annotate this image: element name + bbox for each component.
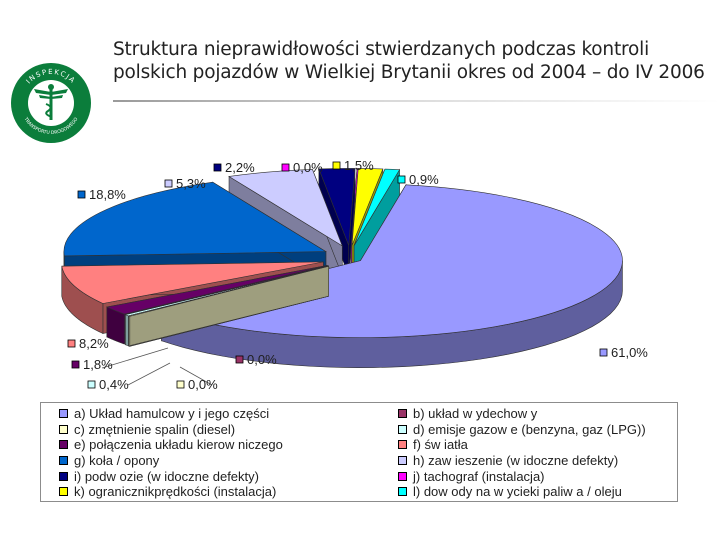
legend-item-f: f) św iatła xyxy=(398,437,677,453)
legend-label-d: d) emisje gazow e (benzyna, gaz (LPG)) xyxy=(413,421,646,437)
legend-swatch-h xyxy=(398,456,407,466)
pie-chart: 61,0% 0,0% 0,0% 0,4% 1,8% 8,2% 18,8% 5,3% 2,2% 0,… xyxy=(61,158,648,392)
legend-item-j: j) tachograf (instalacja) xyxy=(398,468,677,484)
legend-item-d: d) emisje gazow e (benzyna, gaz (LPG)) xyxy=(398,422,677,438)
legend-swatch-l xyxy=(398,487,407,497)
legend-label-a: a) Układ hamulcow y i jego części xyxy=(74,406,270,422)
data-label-g: 18,8% xyxy=(89,187,126,202)
legend-item-h: h) zaw ieszenie (w idoczne defekty) xyxy=(398,453,677,469)
data-label-j: 0,0% xyxy=(293,160,323,175)
legend-label-k: k) ogranicznikprędkości (instalacja) xyxy=(74,484,277,500)
pie-slice-c xyxy=(127,265,329,347)
data-label-c: 0,0% xyxy=(188,377,218,392)
data-label-swatch-f xyxy=(67,339,76,348)
legend-label-b: b) układ w ydechow y xyxy=(413,406,538,422)
data-label-swatch-h xyxy=(164,179,173,188)
legend-swatch-i xyxy=(59,471,68,481)
legend-item-l: l) dow ody na w ycieki paliw a / oleju xyxy=(398,484,677,500)
legend-label-i: i) podw ozie (w idoczne defekty) xyxy=(74,468,259,484)
legend-item-c: c) zmętnienie spalin (diesel) xyxy=(59,422,398,438)
legend-item-i: i) podw ozie (w idoczne defekty) xyxy=(59,468,398,484)
data-label-k: 1,5% xyxy=(344,158,374,173)
legend-swatch-c xyxy=(59,424,68,434)
title-divider xyxy=(113,100,720,102)
legend-swatch-e xyxy=(59,440,68,450)
data-label-swatch-k xyxy=(332,161,341,170)
data-label-e: 1,8% xyxy=(83,357,113,372)
data-label-swatch-l xyxy=(397,175,406,184)
chart-legend: a) Układ hamulcow y i jego części b) ukła… xyxy=(40,402,678,502)
leader-line-c xyxy=(179,366,213,386)
data-label-a: 61,0% xyxy=(611,345,648,360)
legend-label-j: j) tachograf (instalacja) xyxy=(413,468,545,484)
data-label-swatch-e xyxy=(71,360,80,369)
data-label-f: 8,2% xyxy=(79,336,109,351)
data-label-swatch-c xyxy=(176,380,185,389)
legend-swatch-f xyxy=(398,440,407,450)
legend-swatch-b xyxy=(398,409,407,419)
leader-line-d xyxy=(127,362,171,386)
leader-line-e xyxy=(101,347,169,369)
data-label-swatch-i xyxy=(213,163,222,172)
legend-item-k: k) ogranicznikprędkości (instalacja) xyxy=(59,484,398,500)
data-label-swatch-g xyxy=(77,190,86,199)
data-label-l: 0,9% xyxy=(409,172,439,187)
data-label-d: 0,4% xyxy=(99,377,129,392)
data-label-h: 5,3% xyxy=(176,176,206,191)
legend-label-c: c) zmętnienie spalin (diesel) xyxy=(74,421,236,437)
legend-label-g: g) koła / opony xyxy=(74,453,160,469)
data-label-swatch-a xyxy=(599,348,608,357)
data-label-swatch-d xyxy=(87,380,96,389)
legend-label-l: l) dow ody na w ycieki paliw a / oleju xyxy=(413,484,622,500)
legend-label-h: h) zaw ieszenie (w idoczne defekty) xyxy=(413,453,619,469)
data-label-i: 2,2% xyxy=(225,160,255,175)
legend-label-f: f) św iatła xyxy=(413,437,468,453)
data-label-b: 0,0% xyxy=(247,352,277,367)
data-label-swatch-b xyxy=(235,355,244,364)
legend-item-a: a) Układ hamulcow y i jego części xyxy=(59,406,398,422)
legend-label-e: e) połączenia układu kierow niczego xyxy=(74,437,283,453)
legend-swatch-d xyxy=(398,424,407,434)
legend-swatch-k xyxy=(59,487,68,497)
legend-item-e: e) połączenia układu kierow niczego xyxy=(59,437,398,453)
legend-item-b: b) układ w ydechow y xyxy=(398,406,677,422)
legend-swatch-j xyxy=(398,471,407,481)
legend-swatch-g xyxy=(59,456,68,466)
page-title: Struktura nieprawidłowości stwierdzanych… xyxy=(113,39,705,83)
legend-item-g: g) koła / opony xyxy=(59,453,398,469)
data-label-swatch-j xyxy=(281,163,290,172)
inspection-logo: INSPEKCJA TRANSPORTU DROGOWEGO xyxy=(11,63,91,143)
legend-swatch-a xyxy=(59,409,68,419)
